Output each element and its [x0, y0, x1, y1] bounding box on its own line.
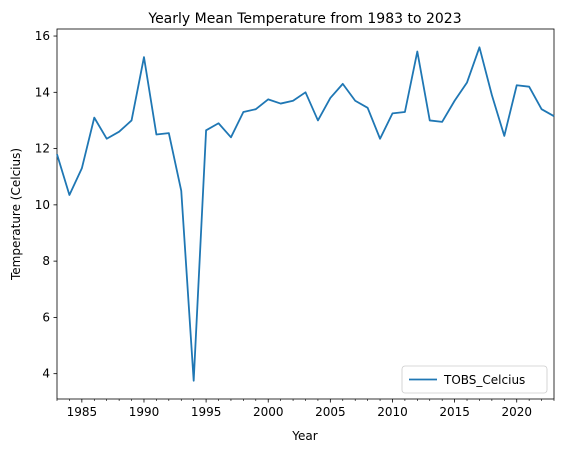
x-tick-label: 2000 [253, 405, 284, 419]
chart-title: Yearly Mean Temperature from 1983 to 202… [147, 11, 461, 27]
x-tick-label: 1995 [191, 405, 222, 419]
y-tick-label: 12 [35, 142, 50, 156]
x-tick-label: 2015 [439, 405, 470, 419]
x-tick-label: 2010 [377, 405, 408, 419]
legend: TOBS_Celcius [402, 366, 547, 393]
x-tick-label: 2005 [315, 405, 346, 419]
y-tick-label: 8 [42, 254, 50, 268]
x-axis-label: Year [291, 429, 317, 443]
legend-label: TOBS_Celcius [443, 373, 525, 387]
x-tick-label: 1990 [129, 405, 160, 419]
y-tick-label: 16 [35, 29, 50, 43]
y-tick-label: 4 [42, 367, 50, 381]
y-tick-label: 6 [42, 310, 50, 324]
plot-area: 4 6 8 10 12 14 16 1985 1990 1995 2000 2005 2010 2015 2… [35, 29, 554, 419]
y-tick-label: 10 [35, 198, 50, 212]
x-tick-label: 2020 [501, 405, 532, 419]
y-tick-label: 14 [35, 85, 50, 99]
y-axis-label: Temperature (Celcius) [9, 148, 23, 281]
x-tick-label: 1985 [67, 405, 98, 419]
plot-frame [57, 29, 554, 399]
